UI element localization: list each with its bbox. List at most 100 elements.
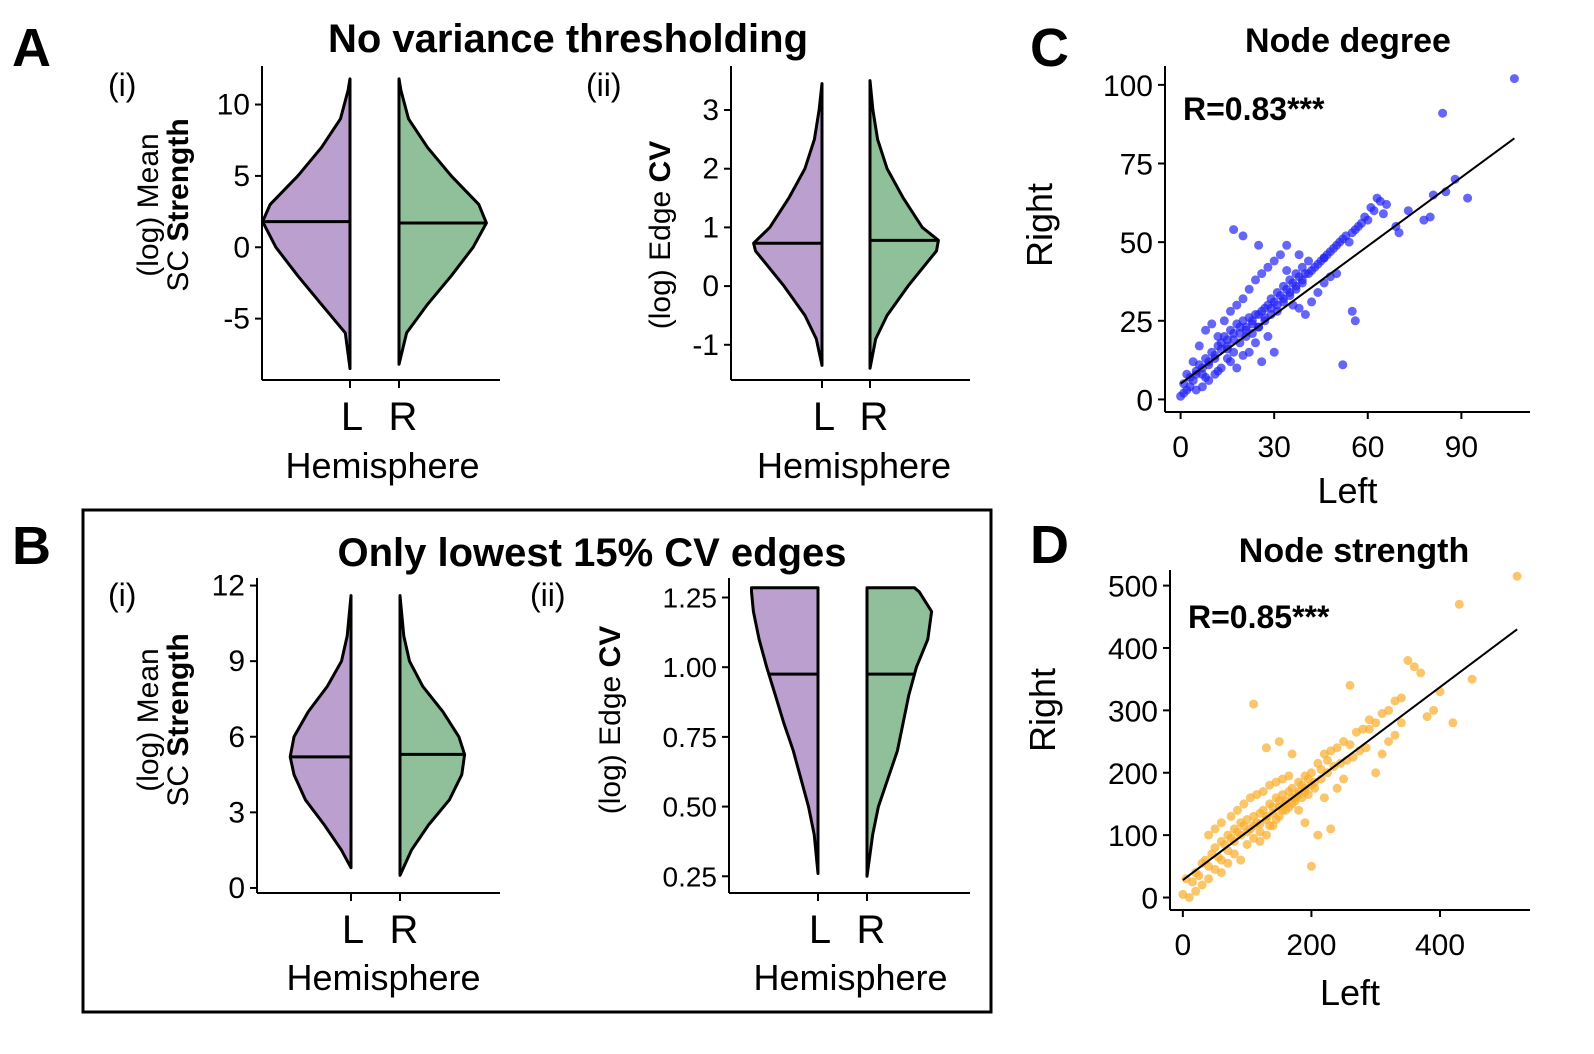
data-point (1191, 886, 1201, 896)
data-point (1188, 877, 1197, 887)
data-point (1239, 799, 1249, 809)
data-point (1403, 206, 1413, 216)
violin-chart-a-ii: -1 0 1 2 3 L R Hemisphere (ii) (log) Edge CV (586, 66, 970, 486)
x-tick-label: R (857, 908, 886, 952)
y-tick-label: 10 (217, 89, 250, 122)
data-point (1238, 231, 1248, 241)
violin-half-r (398, 594, 467, 877)
correlation-label: R=0.83*** (1183, 91, 1325, 127)
data-point (1306, 768, 1316, 778)
data-point (1448, 718, 1458, 728)
x-tick-label: R (389, 395, 418, 439)
data-point (1254, 240, 1264, 250)
y-tick-label: 0.75 (663, 722, 718, 753)
data-point (1332, 783, 1342, 793)
data-point (1345, 740, 1355, 750)
x-tick-label: L (813, 395, 835, 439)
x-tick-label: 90 (1445, 431, 1478, 464)
panel-letter-a: A (12, 18, 51, 78)
data-point (1272, 288, 1282, 297)
y-tick-label: 0.25 (663, 861, 718, 892)
data-point (1384, 705, 1394, 715)
data-point (1210, 864, 1220, 874)
data-point (1251, 338, 1260, 348)
data-point (1360, 212, 1370, 222)
data-point (1422, 712, 1432, 722)
data-point (1416, 668, 1426, 678)
data-point (1313, 288, 1323, 297)
y-tick-label: 25 (1120, 306, 1153, 339)
data-point (1244, 284, 1254, 294)
y-tick-label: 1 (702, 211, 719, 244)
x-axis-title: Left (1317, 470, 1377, 511)
y-tick-label: 500 (1108, 571, 1158, 604)
data-point (1257, 357, 1267, 367)
y-axis-title: (log) Edge CV (594, 626, 627, 814)
x-tick-label: 400 (1415, 929, 1465, 962)
x-axis-title: Left (1320, 972, 1380, 1013)
data-point (1307, 297, 1317, 307)
data-point (1304, 269, 1313, 279)
data-point (1238, 350, 1248, 360)
data-point (1201, 372, 1211, 382)
data-point (1316, 256, 1326, 266)
y-tick-label: 6 (228, 721, 245, 754)
data-point (1188, 357, 1198, 367)
y-tick-label: 12 (212, 570, 245, 603)
y-tick-label: 100 (1103, 70, 1153, 103)
data-point (1313, 830, 1323, 840)
y-tick-label: 0 (233, 231, 250, 264)
data-point (1390, 730, 1400, 740)
x-tick-label: R (860, 395, 889, 439)
data-point (1350, 316, 1360, 326)
data-point (1382, 199, 1391, 209)
y-tick-label: 300 (1108, 695, 1158, 728)
data-point (1329, 243, 1338, 253)
y-axis-title-line2: SC Strength (162, 633, 195, 806)
data-point (1204, 874, 1214, 884)
y-tick-label: 400 (1108, 633, 1158, 666)
data-point (1358, 724, 1368, 734)
data-point (1467, 674, 1477, 684)
sub-panel-label: (ii) (586, 67, 622, 103)
x-tick-label: 30 (1258, 431, 1291, 464)
scatter-chart-node-degree: 0 25 50 75 100 0 30 60 90 R=0.83*** Left Right (1019, 66, 1530, 511)
data-point (1403, 656, 1413, 665)
data-point (1291, 269, 1301, 279)
data-point (1335, 237, 1345, 247)
data-point (1287, 749, 1297, 759)
data-point (1229, 225, 1239, 235)
y-tick-label: -5 (223, 303, 250, 336)
data-point (1251, 275, 1260, 285)
data-point (1509, 74, 1519, 84)
regression-line (1180, 137, 1515, 385)
data-point (1261, 743, 1271, 753)
data-point (1226, 357, 1235, 367)
violin-half-r (868, 79, 940, 370)
data-point (1229, 328, 1239, 338)
y-axis-title: Right (1019, 183, 1060, 267)
x-tick-label: 200 (1286, 929, 1336, 962)
panel-c-title: Node degree (1245, 22, 1451, 60)
data-point (1306, 861, 1316, 871)
data-point (1371, 718, 1381, 728)
data-point (1297, 262, 1307, 272)
violin-half-l (261, 77, 352, 371)
data-point (1396, 693, 1406, 703)
data-point (1316, 774, 1326, 784)
y-tick-label: 0 (1141, 883, 1158, 916)
panel-b-title: Only lowest 15% CV edges (337, 531, 846, 575)
data-point (1275, 250, 1285, 260)
violin-half-l (752, 82, 824, 367)
data-point (1241, 322, 1251, 332)
data-point (1294, 805, 1304, 815)
data-point (1364, 724, 1374, 734)
data-point (1271, 815, 1281, 824)
data-point (1294, 303, 1304, 313)
x-tick-label: L (342, 908, 364, 952)
data-point (1310, 783, 1320, 793)
data-point (1297, 278, 1307, 288)
data-point (1247, 328, 1257, 338)
x-tick-label: L (809, 908, 831, 952)
